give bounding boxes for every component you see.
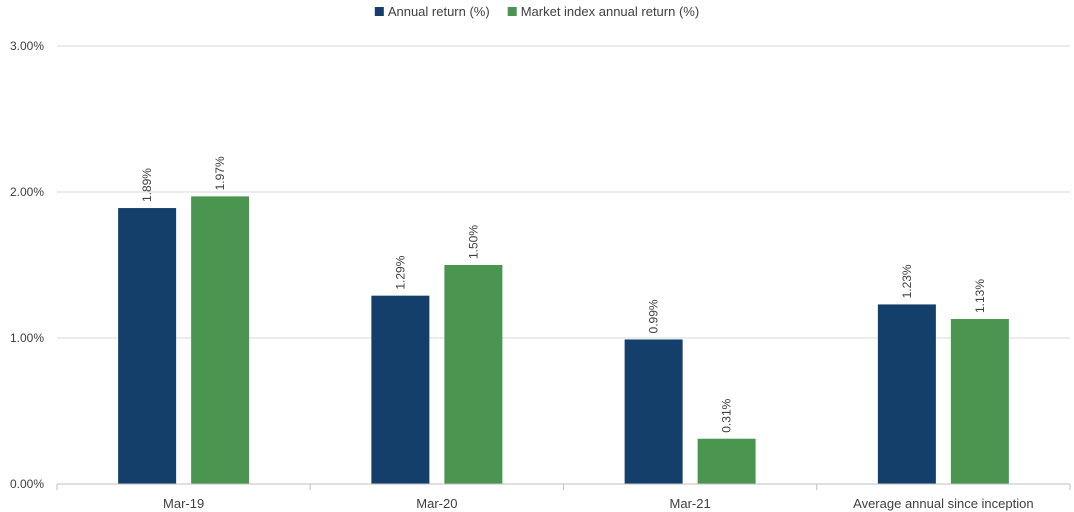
bar: [877, 304, 936, 484]
bar: [371, 295, 430, 484]
data-labels: 1.89% 1.97% 1.29% 1.50% 0.99% 0.31% 1.23% 1.13%: [140, 156, 987, 433]
legend-label: Market index annual return (%): [521, 4, 699, 19]
x-axis: Mar-19 Mar-20 Mar-21 Average annual since i…: [56, 483, 1071, 511]
legend-item: Annual return (%): [374, 4, 490, 19]
legend-label: Annual return (%): [388, 4, 490, 19]
data-label: 1.13%: [973, 279, 987, 313]
data-label: 1.89%: [140, 168, 154, 202]
y-tick-label: 0.00%: [10, 477, 44, 491]
data-label: 0.99%: [647, 299, 661, 333]
y-tick-label: 2.00%: [10, 185, 44, 199]
bar: [624, 339, 683, 484]
legend-item: Market index annual return (%): [507, 4, 699, 19]
x-category-label: Mar-19: [163, 496, 204, 511]
data-label: 0.31%: [720, 398, 734, 432]
y-tick-label: 3.00%: [10, 39, 44, 53]
bar: [444, 265, 503, 484]
bar: [697, 438, 756, 484]
x-category-label: Mar-20: [416, 496, 457, 511]
bar: [118, 208, 177, 484]
y-tick-label: 1.00%: [10, 331, 44, 345]
bar: [191, 196, 250, 484]
x-category-label: Average annual since inception: [853, 496, 1033, 511]
data-label: 1.29%: [393, 255, 407, 289]
chart-legend: Annual return (%) Market index annual ret…: [374, 4, 699, 19]
legend-swatch: [374, 7, 384, 16]
data-label: 1.23%: [900, 264, 914, 298]
legend-swatch: [507, 7, 517, 16]
data-label: 1.50%: [466, 225, 480, 259]
bar: [950, 319, 1009, 484]
data-label: 1.97%: [213, 156, 227, 190]
x-category-label: Mar-21: [670, 496, 711, 511]
bars: [118, 196, 1009, 484]
y-axis: 0.00% 1.00% 2.00% 3.00%: [10, 39, 44, 491]
